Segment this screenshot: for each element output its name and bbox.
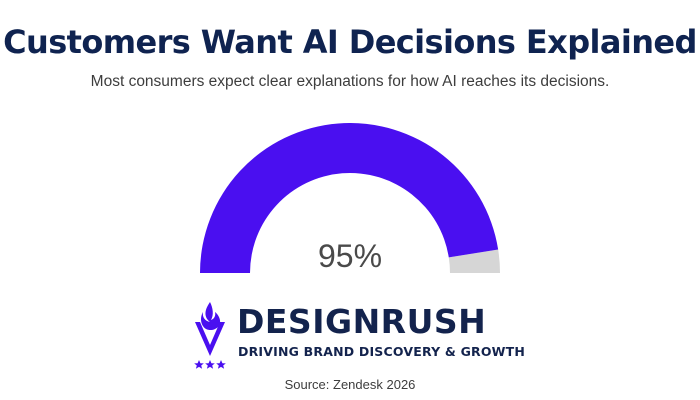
gauge-chart bbox=[200, 123, 500, 273]
gauge-value-arc bbox=[200, 123, 499, 273]
brand-tagline: DRIVING BRAND DISCOVERY & GROWTH bbox=[238, 344, 526, 359]
source-note: Source: Zendesk 2026 bbox=[284, 377, 416, 392]
gauge-value-label: 95% bbox=[317, 238, 383, 274]
flame-icon bbox=[194, 302, 226, 369]
designrush-logo: DESIGNRUSH DRIVING BRAND DISCOVERY & GRO… bbox=[193, 298, 525, 370]
chart-title: Customers Want AI Decisions Explained bbox=[3, 23, 697, 61]
chart-subtitle: Most consumers expect clear explanations… bbox=[90, 73, 610, 90]
brand-name: DESIGNRUSH bbox=[237, 302, 487, 341]
gauge-remainder-arc bbox=[448, 249, 500, 273]
